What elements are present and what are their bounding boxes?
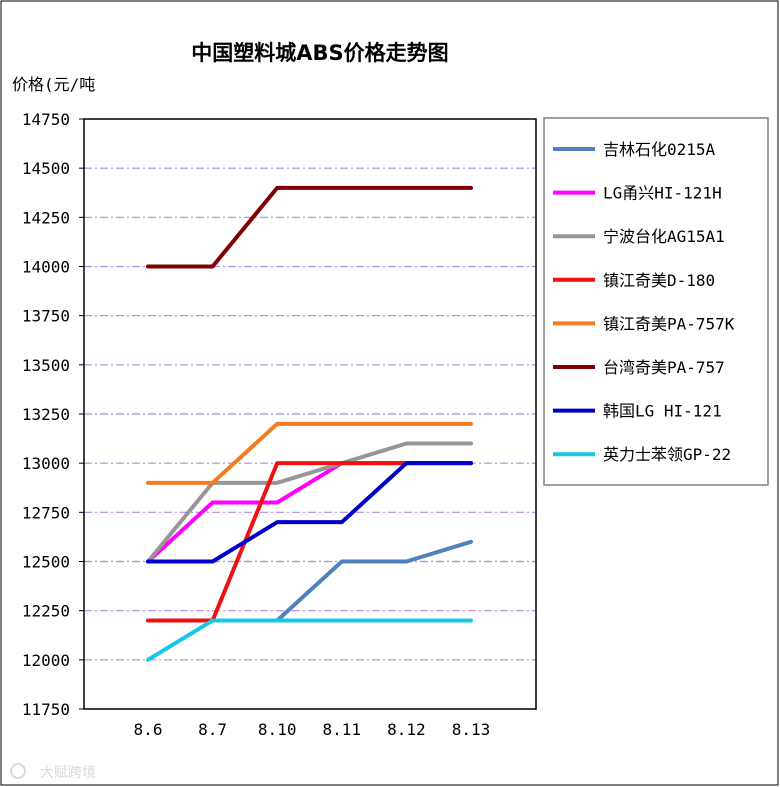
series-line <box>146 441 473 564</box>
y-tick-labels: 11750 12000 12250 12500 12750 13000 13250 13500… <box>22 110 84 719</box>
legend-entry-label: 英力士苯领GP-22 <box>603 445 731 464</box>
series-line <box>146 421 473 485</box>
y-tick-label: 14000 <box>22 258 70 277</box>
series-line <box>146 461 473 564</box>
y-tick-label: 12750 <box>22 503 70 522</box>
y-tick-label: 14500 <box>22 159 70 178</box>
legend-entry-label: 台湾奇美PA-757 <box>603 358 725 377</box>
y-tick-label: 11750 <box>22 700 70 719</box>
y-tick-label: 14750 <box>22 110 70 129</box>
series-line <box>146 185 473 269</box>
legend-entry-label: 镇江奇美PA-757K <box>603 314 735 333</box>
legend-entry-label: 吉林石化0215A <box>603 140 716 159</box>
series-lines <box>146 185 473 662</box>
legend-entry-label: 韩国LG HI-121 <box>603 402 722 421</box>
watermark: 大赋跨境 <box>10 763 96 781</box>
series-line <box>146 618 473 662</box>
y-tick-label: 12250 <box>22 602 70 621</box>
x-tick-label: 8.13 <box>452 720 491 739</box>
x-tick-label: 8.7 <box>198 720 227 739</box>
x-tick-label: 8.11 <box>323 720 362 739</box>
legend-box <box>543 117 769 486</box>
legend-entry-label: LG甬兴HI-121H <box>603 184 722 203</box>
y-tick-label: 12500 <box>22 553 70 572</box>
y-tick-label: 13750 <box>22 307 70 326</box>
chart-title: 中国塑料城ABS价格走势图 <box>191 41 448 65</box>
y-tick-label: 13250 <box>22 405 70 424</box>
y-tick-label: 13500 <box>22 356 70 375</box>
watermark-logo-icon <box>10 763 26 779</box>
y-tick-label: 12000 <box>22 651 70 670</box>
legend-entry-label: 镇江奇美D-180 <box>603 271 715 290</box>
legend: 吉林石化0215A LG甬兴HI-121H 宁波台化AG15A1 镇江奇美D-180 镇… <box>543 117 769 486</box>
y-tick-label: 13000 <box>22 454 70 473</box>
x-tick-label: 8.12 <box>387 720 426 739</box>
y-axis-label: 价格(元/吨 <box>12 75 95 94</box>
x-tick-labels: 8.6 8.7 8.10 8.11 8.12 8.13 <box>134 720 491 739</box>
watermark-text: 大赋跨境 <box>40 765 96 781</box>
x-tick-label: 8.10 <box>258 720 297 739</box>
y-tick-label: 14250 <box>22 208 70 227</box>
legend-entry-label: 宁波台化AG15A1 <box>603 227 725 246</box>
x-tick-label: 8.6 <box>134 720 163 739</box>
